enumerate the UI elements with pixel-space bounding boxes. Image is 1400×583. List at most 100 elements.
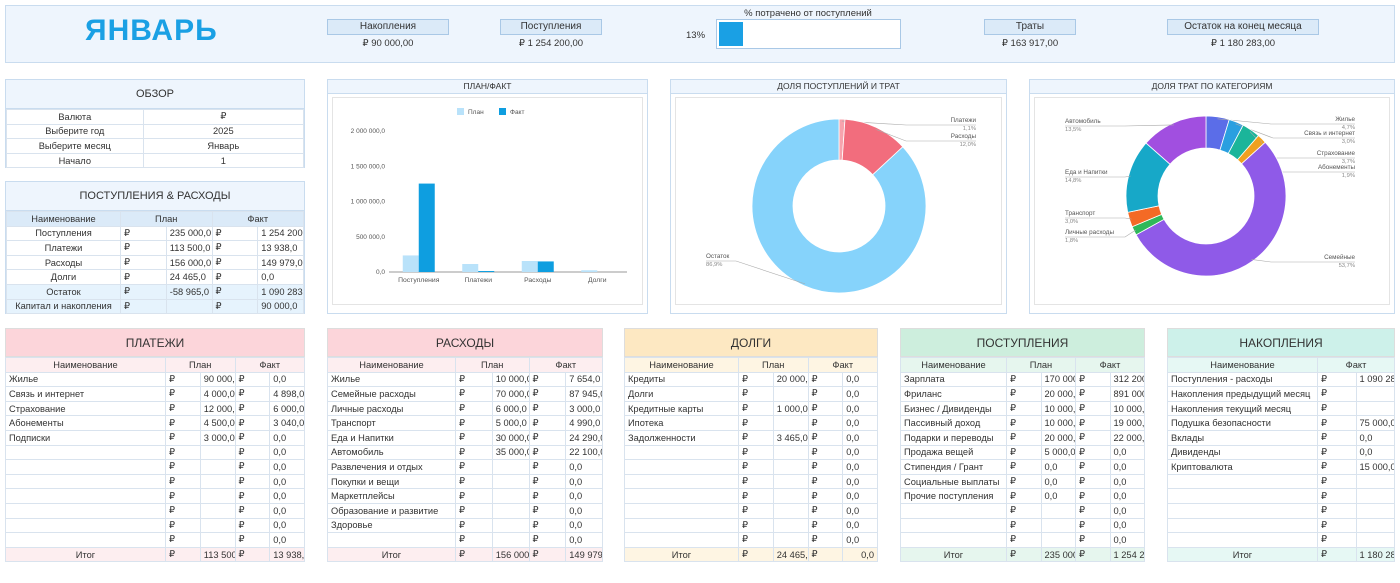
row-name[interactable]: Социальные выплаты: [900, 473, 1007, 490]
row-name[interactable]: [900, 502, 1007, 519]
fact-value[interactable]: 75 000,0: [1355, 415, 1395, 431]
plan-value[interactable]: [1040, 532, 1076, 548]
row-name[interactable]: [624, 459, 739, 475]
row-name[interactable]: [624, 502, 739, 519]
plan-value[interactable]: 20 000,0: [1040, 429, 1076, 446]
row-name[interactable]: Транспорт: [327, 415, 456, 431]
fact-value[interactable]: 0,0: [269, 444, 305, 461]
fact-value[interactable]: 0,0: [842, 459, 878, 475]
plan-value[interactable]: [199, 532, 236, 548]
plan-value[interactable]: 0,0: [1040, 488, 1076, 504]
plan-value[interactable]: 10 000,0: [1040, 415, 1076, 431]
plan-value[interactable]: [491, 473, 530, 490]
plan-value[interactable]: 3 465,0: [772, 429, 809, 446]
fact-value[interactable]: 0,0: [565, 473, 603, 490]
plan-value[interactable]: [199, 444, 236, 461]
fact-value[interactable]: 0,0: [565, 459, 603, 475]
fact-value[interactable]: 3 000,0: [565, 400, 603, 417]
row-name[interactable]: Пассивный доход: [900, 415, 1007, 431]
fact-value[interactable]: [1355, 400, 1395, 417]
row-name[interactable]: [5, 459, 166, 475]
row-name[interactable]: [5, 473, 166, 490]
row-name[interactable]: Ипотека: [624, 415, 739, 431]
fact-value[interactable]: 0,0: [842, 415, 878, 431]
row-name[interactable]: [5, 488, 166, 504]
plan-value[interactable]: 6 000,0: [491, 400, 530, 417]
plan-value[interactable]: [199, 502, 236, 519]
fact-value[interactable]: 0,0: [565, 488, 603, 504]
fact-value[interactable]: 22 000,0: [1109, 429, 1145, 446]
fact-value[interactable]: 22 100,0: [565, 444, 603, 461]
fact-value[interactable]: 6 000,0: [269, 400, 305, 417]
row-name[interactable]: [327, 532, 456, 548]
fact-value[interactable]: [1355, 473, 1395, 490]
plan-value[interactable]: 3 000,0: [199, 429, 236, 446]
row-name[interactable]: Покупки и вещи: [327, 473, 456, 490]
fact-value[interactable]: 0,0: [565, 532, 603, 548]
plan-value[interactable]: [199, 488, 236, 504]
fact-value[interactable]: 24 290,0: [565, 429, 603, 446]
row-name[interactable]: Автомобиль: [327, 444, 456, 461]
fact-value[interactable]: 0,0: [1109, 517, 1145, 534]
row-name[interactable]: Кредиты: [624, 371, 739, 388]
plan-value[interactable]: [772, 517, 809, 534]
row-name[interactable]: [1167, 502, 1318, 519]
row-name[interactable]: Фриланс: [900, 386, 1007, 402]
row-name[interactable]: Жилье: [327, 371, 456, 388]
fact-value[interactable]: 0,0: [842, 473, 878, 490]
fact-value[interactable]: 0,0: [1109, 488, 1145, 504]
row-name[interactable]: [624, 517, 739, 534]
row-name[interactable]: Стипендия / Грант: [900, 459, 1007, 475]
fact-value[interactable]: 0,0: [1355, 444, 1395, 461]
plan-value[interactable]: [491, 517, 530, 534]
fact-value[interactable]: 0,0: [1109, 459, 1145, 475]
row-name[interactable]: Накопления предыдущий месяц: [1167, 386, 1318, 402]
row-name[interactable]: Кредитные карты: [624, 400, 739, 417]
plan-value[interactable]: 0,0: [1040, 473, 1076, 490]
plan-value[interactable]: 70 000,0: [491, 386, 530, 402]
fact-value[interactable]: 0,0: [842, 371, 878, 388]
fact-value[interactable]: 312 200,0: [1109, 371, 1145, 388]
fact-value[interactable]: [1355, 488, 1395, 504]
plan-value[interactable]: 20 000,0: [772, 371, 809, 388]
fact-value[interactable]: 0,0: [269, 532, 305, 548]
plan-value[interactable]: 12 000,0: [199, 400, 236, 417]
row-name[interactable]: Криптовалюта: [1167, 459, 1318, 475]
fact-value[interactable]: 0,0: [1355, 429, 1395, 446]
row-name[interactable]: [5, 517, 166, 534]
fact-value[interactable]: [1355, 386, 1395, 402]
row-name[interactable]: Поступления - расходы: [1167, 371, 1318, 388]
row-name[interactable]: Абонементы: [5, 415, 166, 431]
plan-value[interactable]: [199, 473, 236, 490]
fact-value[interactable]: 4 990,0: [565, 415, 603, 431]
plan-value[interactable]: [772, 444, 809, 461]
row-name[interactable]: Зарплата: [900, 371, 1007, 388]
row-name[interactable]: Жилье: [5, 371, 166, 388]
plan-value[interactable]: 5 000,0: [491, 415, 530, 431]
plan-value[interactable]: [1040, 517, 1076, 534]
fact-value[interactable]: 19 000,0: [1109, 415, 1145, 431]
row-name[interactable]: Прочие поступления: [900, 488, 1007, 504]
row-name[interactable]: [624, 532, 739, 548]
fact-value[interactable]: 0,0: [1109, 502, 1145, 519]
fact-value[interactable]: 0,0: [1109, 473, 1145, 490]
plan-value[interactable]: 170 000,0: [1040, 371, 1076, 388]
plan-value[interactable]: [772, 488, 809, 504]
plan-value[interactable]: [491, 459, 530, 475]
row-name[interactable]: Семейные расходы: [327, 386, 456, 402]
plan-value[interactable]: [199, 517, 236, 534]
plan-value[interactable]: 10 000,0: [491, 371, 530, 388]
year-select[interactable]: 2025: [142, 123, 305, 140]
fact-value[interactable]: 0,0: [269, 488, 305, 504]
row-name[interactable]: Связь и интернет: [5, 386, 166, 402]
plan-value[interactable]: 4 500,0: [199, 415, 236, 431]
currency-select[interactable]: ₽: [142, 109, 305, 125]
fact-value[interactable]: 4 898,0: [269, 386, 305, 402]
fact-value[interactable]: 10 000,0: [1109, 400, 1145, 417]
row-name[interactable]: Еда и Напитки: [327, 429, 456, 446]
row-name[interactable]: Дивиденды: [1167, 444, 1318, 461]
row-name[interactable]: Страхование: [5, 400, 166, 417]
fact-value[interactable]: 0,0: [565, 517, 603, 534]
row-name[interactable]: Подарки и переводы: [900, 429, 1007, 446]
row-name[interactable]: Образование и развитие: [327, 502, 456, 519]
